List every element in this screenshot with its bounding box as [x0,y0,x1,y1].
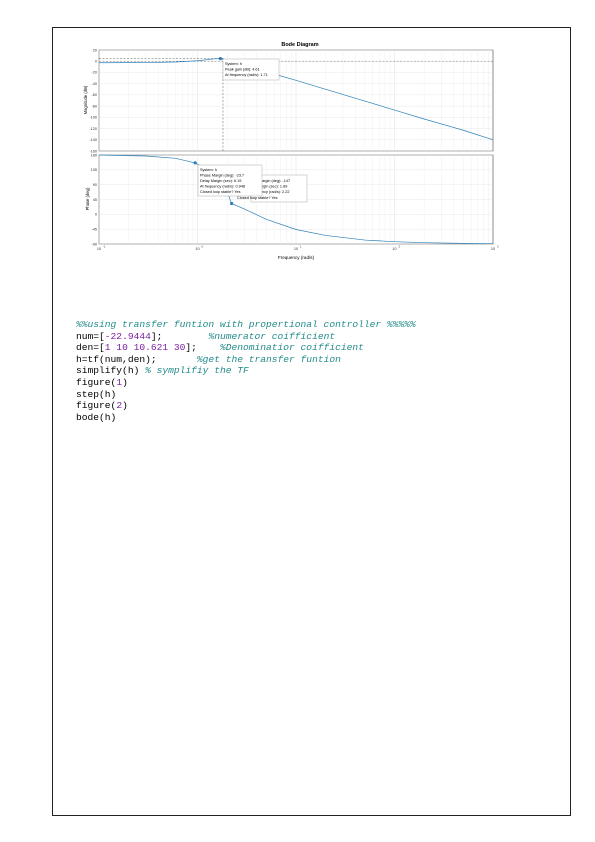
code-number: 2 [116,400,123,412]
code-text: ) [122,400,128,412]
x-tick-label: 10 [392,247,396,251]
figure-title: Bode Diagram [281,42,318,48]
y-tick-label: -100 [89,116,97,120]
x-tick-exponent: 3 [497,245,499,249]
y-tick-label: -160 [89,149,97,153]
tooltip2-stability: Closed loop stable? Yes [237,196,278,200]
x-tick-label: 10 [491,247,495,251]
y-tick-label: -20 [92,71,98,75]
code-comment: %%using transfer funtion with propertion… [76,319,416,330]
y-tick-label: -90 [92,242,98,246]
y-tick-label: -40 [92,82,98,86]
y-tick-label: 135 [91,168,97,172]
code-comment: % symplifiy the TF [145,365,249,377]
phase-tick-labels: 180 135 90 45 0 -45 -90 [91,153,97,246]
y-tick-label: 0 [95,60,97,64]
code-line-4: h=tf(num,den); %get the transfer funtion [76,354,556,366]
tooltip-frequency: At frequency (rad/s): 0.948 [200,185,245,189]
phase-curve [98,154,494,245]
x-tick-exponent: -1 [103,245,106,249]
code-text: ) [122,376,128,388]
y-tick-label: 180 [91,153,97,157]
x-tick-exponent: 2 [399,245,401,249]
peak-gain-tooltip: System: h Peak gain (dB): 4.61 At freque… [222,58,280,81]
code-text: ]; [185,342,197,354]
bode-figure: Bode Diagram 20 0 -20 -40 -60 -80 -100 -120 -140… [83,37,503,267]
magnitude-ylabel: Magnitude (dB) [83,85,88,114]
y-tick-label: -60 [92,93,98,97]
page-frame [52,27,571,816]
code-line-7: step(h) [76,389,556,401]
y-tick-label: 20 [93,48,97,52]
x-tick-label: 10 [195,247,199,251]
y-tick-label: -45 [92,227,98,231]
code-text: simplify(h) [76,365,140,377]
tooltip-stability: Closed loop stable? Yes [200,190,241,194]
code-comment: %numerator coifficient [208,330,336,342]
code-text: figure( [76,376,117,388]
x-tick-label: 10 [97,247,101,251]
frequency-xlabel: Frequency (rad/s) [278,255,315,260]
code-line-1: %%using transfer funtion with propertion… [76,319,556,331]
tooltip2-phase-margin: argin (deg): -147 [262,179,290,183]
y-tick-label: -120 [89,127,97,131]
tooltip2-frequency: ncy (rad/s): 2.22 [262,190,289,194]
magnitude-tick-labels: 20 0 -20 -40 -60 -80 -100 -120 -140 -160 [89,48,97,153]
code-number: -22.9444 [104,330,151,342]
x-tick-label: 10 [294,247,298,251]
phase-margin-marker-2[interactable] [230,201,234,206]
tooltip-peak-gain: Peak gain (dB): 4.61 [225,68,260,72]
code-text: figure( [76,400,117,412]
code-text: ]; [150,330,163,342]
y-tick-label: 0 [95,213,97,217]
code-text: den=[ [76,342,105,354]
code-text: h=tf(num,den); [76,353,157,365]
tooltip-delay-margin: Delay Margin (sec): 6.19 [200,179,241,183]
peak-gain-marker[interactable] [218,57,223,61]
tooltip-system: System: h [200,168,217,172]
matlab-code: %%using transfer funtion with propertion… [76,319,556,423]
code-comment: %get the transfer funtion [196,353,341,365]
tooltip-phase-margin: Phase Margin (deg): -23.7 [200,174,244,178]
code-number: 1 10 10.621 30 [104,342,186,354]
code-text: step(h) [76,388,117,400]
phase-ylabel: Phase (deg) [85,187,90,210]
phase-margin-marker[interactable] [193,161,197,165]
code-line-8: figure(2) [76,400,556,412]
bode-diagram: Bode Diagram 200-20-40-60-80-100-120-140… [83,42,499,260]
phase-margin-tooltip: System: h Phase Margin (deg): -23.7 Dela… [197,164,263,197]
magnitude-grid [98,49,493,152]
code-number: 1 [116,376,123,388]
code-line-6: figure(1) [76,377,556,389]
code-line-3: den=[1 10 10.621 30]; %Denominatior coif… [76,342,556,354]
y-tick-label: 45 [93,198,97,202]
y-tick-label: 90 [93,183,97,187]
code-line-5: simplify(h) % symplifiy the TF [76,365,556,377]
code-text: bode(h) [76,411,117,423]
y-tick-label: -80 [92,104,98,108]
x-tick-exponent: 1 [300,245,302,249]
tooltip-system: System: h [225,62,242,66]
y-tick-label: -140 [89,138,97,142]
code-text: num=[ [76,330,105,342]
tooltip2-delay-margin: rgin (sec): 1.89 [262,185,287,189]
code-line-9: bode(h) [76,412,556,424]
code-line-2: num=[-22.9444]; %numerator coifficient [76,331,556,343]
tooltip-peak-frequency: At frequency (rad/s): 1.71 [225,73,268,77]
code-comment: %Denominatior coifficient [219,342,364,354]
x-tick-exponent: 0 [202,245,204,249]
